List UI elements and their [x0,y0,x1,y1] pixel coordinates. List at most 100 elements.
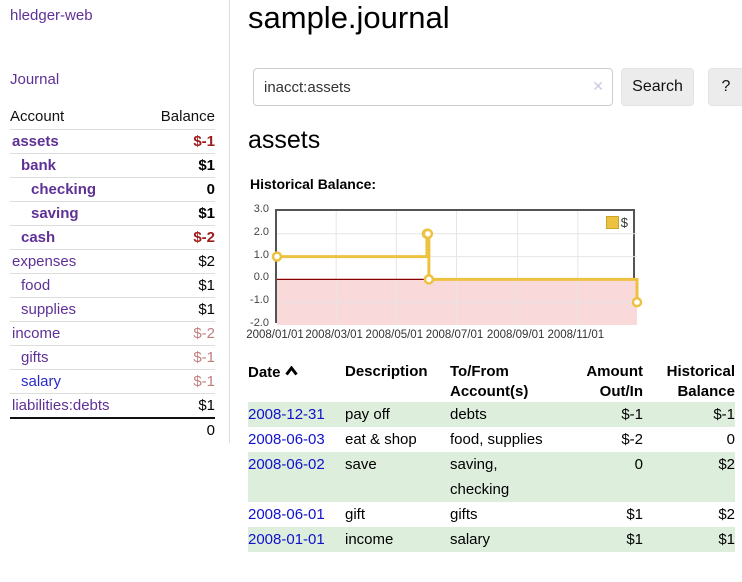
account-balance: $1 [198,397,215,414]
account-row: checking 0 [10,177,215,201]
transaction-amount: $1 [626,531,643,548]
y-axis-tick-label: 1.0 [253,248,269,261]
account-heading: assets [248,126,321,154]
brand-link[interactable]: hledger-web [10,7,93,24]
account-balance: 0 [206,181,215,198]
x-axis-tick-label: 2008/05/01 [365,329,424,341]
transaction-date-link[interactable]: 2008-06-02 [248,456,325,473]
transaction-amount: 0 [634,456,643,473]
clear-search-icon[interactable]: ✕ [592,78,604,94]
account-link-supplies[interactable]: supplies [21,301,77,318]
account-row: income $-2 [10,321,215,345]
transaction-date-link[interactable]: 2008-06-01 [248,506,325,523]
transaction-balance: 0 [726,431,735,448]
transaction-accounts: saving, checking [450,456,510,498]
account-balance: $-1 [193,133,215,150]
account-link-expenses[interactable]: expenses [12,253,77,270]
transaction-balance: $2 [718,456,735,473]
account-balance: $1 [198,277,215,294]
amount-column-header: Amount Out/In [586,363,643,400]
transaction-accounts: salary [450,531,491,548]
y-axis-tick-label: 2.0 [253,225,269,238]
search-form: ✕ Search ? [253,68,742,106]
x-axis-tick-label: 2008/01/01 [246,329,304,341]
account-link-salary[interactable]: salary [21,373,62,390]
account-row: saving $1 [10,201,215,225]
sidebar: hledger-web Journal Account Balance asse… [0,0,230,443]
account-balance: $1 [198,301,215,318]
register-row: 2008-12-31 pay off debts $-1 $-1 [248,402,735,427]
sort-ascending-icon [284,362,298,382]
register-row: 2008-06-03 eat & shop food, supplies $-2… [248,427,735,452]
legend-label: $ [620,215,628,230]
transaction-amount: $1 [626,506,643,523]
balance-chart: $ 3.0 2.0 1.0 0.0 -1.0 -2.0 2008/01/01 2008/03… [246,200,742,345]
transaction-accounts: gifts [450,506,478,523]
account-link-bank[interactable]: bank [21,157,57,174]
account-balance: $1 [198,205,215,222]
x-axis-tick-label: 2008/03/01 [305,329,363,341]
balance-column-header: Historical Balance [666,363,735,400]
x-axis-tick-label: 2008/11/01 [547,329,605,341]
account-balance: $-1 [193,373,215,390]
chart-title: Historical Balance: [250,176,377,192]
transaction-accounts: food, supplies [450,431,543,448]
transaction-date-link[interactable]: 2008-06-03 [248,431,325,448]
page-title: sample.journal [248,0,450,35]
account-balance: $1 [198,157,215,174]
y-axis-tick-label: 3.0 [253,203,269,215]
y-axis-tick-label: 0.0 [253,271,269,284]
description-column-header: Description [345,363,428,380]
date-header-label: Date [248,364,281,381]
transaction-amount: $-2 [621,431,643,448]
chart-plot-area: $ [271,209,643,325]
register-row: 2008-01-01 income salary $1 $1 [248,527,735,552]
account-link-cash[interactable]: cash [21,229,56,246]
account-row: liabilities:debts $1 [10,393,215,417]
search-button[interactable]: Search [621,68,694,106]
transaction-balance: $-1 [713,406,735,423]
help-button[interactable]: ? [708,68,742,106]
account-row: supplies $1 [10,297,215,321]
transaction-description: pay off [345,406,390,423]
legend-color-swatch [605,216,619,229]
account-balance: $2 [198,253,215,270]
account-row: assets $-1 [10,129,215,153]
account-link-food[interactable]: food [21,277,51,294]
x-axis-tick-label: 2008/09/01 [486,329,545,341]
accounts-total-row: 0 [10,417,215,441]
transaction-date-link[interactable]: 2008-12-31 [248,406,325,423]
account-row: cash $-2 [10,225,215,249]
register-row: 2008-06-01 gift gifts $1 $2 [248,502,735,527]
account-row: expenses $2 [10,249,215,273]
transaction-description: save [345,456,377,473]
account-link-income[interactable]: income [12,325,61,342]
accounts-table-header: Account Balance [10,106,215,129]
accounts-table: Account Balance assets $-1 bank $1 check… [10,106,215,441]
account-link-checking[interactable]: checking [31,181,97,198]
x-axis-tick-label: 2008/07/01 [425,329,484,341]
accounts-total-balance: 0 [206,421,215,439]
account-balance: $-1 [193,349,215,366]
date-column-header[interactable]: Date [248,362,345,402]
account-row: salary $-1 [10,369,215,393]
sidebar-item-journal[interactable]: Journal [10,71,60,88]
y-axis-tick-label: -1.0 [250,294,269,307]
register-header-row: Date Description To/From Account(s) Amoun… [248,362,735,402]
transaction-balance: $2 [718,506,735,523]
account-link-gifts[interactable]: gifts [21,349,49,366]
y-axis-tick-label: -2.0 [250,317,269,329]
transaction-description: gift [345,506,366,523]
account-column-header: Account [10,108,65,125]
account-link-assets[interactable]: assets [12,133,59,150]
register-row: 2008-06-02 save saving, checking 0 $2 [248,452,735,502]
account-link-saving[interactable]: saving [31,205,79,222]
account-row: gifts $-1 [10,345,215,369]
chart-legend: $ [605,215,628,230]
search-input[interactable] [253,68,613,106]
account-link-liabilities-debts[interactable]: liabilities:debts [12,397,110,414]
balance-column-header: Balance [160,108,215,125]
account-balance: $-2 [193,229,215,246]
accounts-column-header: To/From Account(s) [450,363,529,400]
transaction-date-link[interactable]: 2008-01-01 [248,531,325,548]
